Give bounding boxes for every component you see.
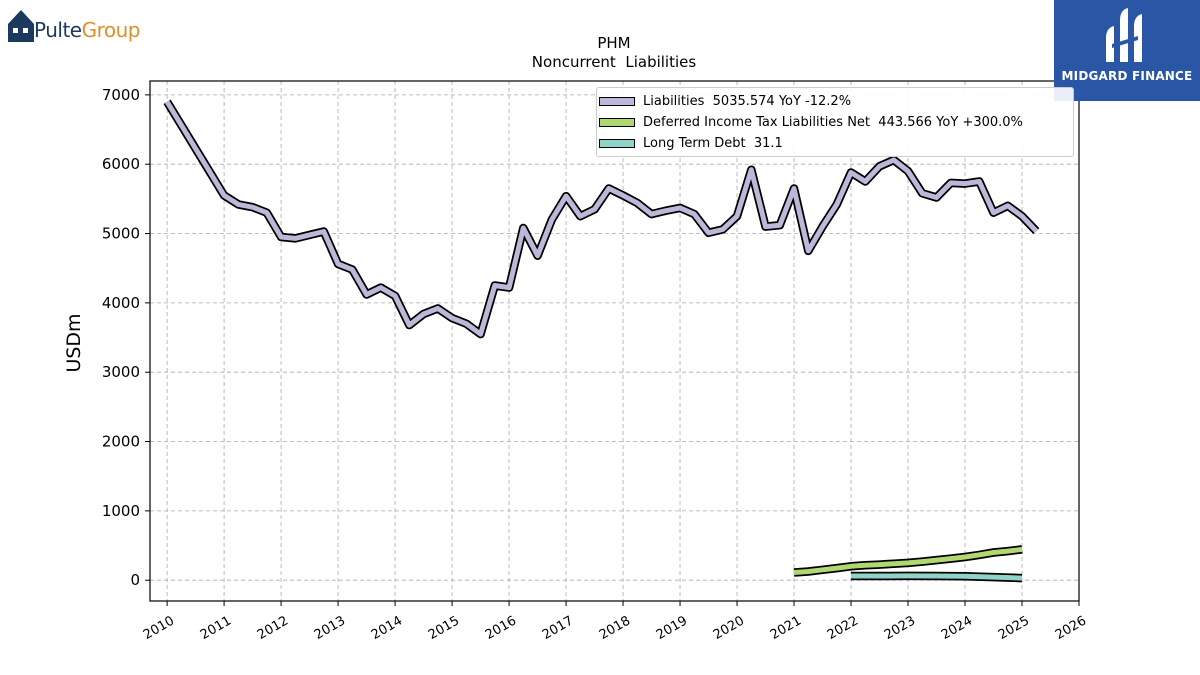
series-layer <box>163 99 1040 583</box>
chart-subtitle: Noncurrent Liabilities <box>532 53 697 71</box>
x-tick-label: 2020 <box>711 613 747 643</box>
legend-swatch <box>599 117 635 127</box>
series-line-1 <box>793 546 1023 575</box>
x-tick-label: 2010 <box>141 613 177 643</box>
legend-swatch <box>599 96 635 106</box>
brand-name: PulteGroup <box>34 18 140 42</box>
series-line-0 <box>164 100 1039 337</box>
legend-label: Deferred Income Tax Liabilities Net 443.… <box>643 114 1023 130</box>
chart-title: PHM <box>597 34 630 52</box>
x-tick-label: 2019 <box>654 613 690 643</box>
x-tick-label: 2013 <box>312 613 348 643</box>
y-tick-label: 0 <box>130 571 140 589</box>
pultegroup-logo: PulteGroup <box>6 6 156 48</box>
x-tick-label: 2017 <box>540 613 576 643</box>
midgard-finance-text: MIDGARD FINANCE <box>1061 69 1193 83</box>
x-tick-label: 2011 <box>198 613 234 643</box>
y-tick-label: 6000 <box>102 155 140 173</box>
y-tick-label: 1000 <box>102 502 140 520</box>
legend-swatch <box>599 138 635 148</box>
x-tick-label: 2015 <box>426 613 462 643</box>
plot-frame <box>149 80 1080 602</box>
y-tick-label: 4000 <box>102 294 140 312</box>
y-tick-label: 2000 <box>102 433 140 451</box>
x-tick-label: 2025 <box>996 613 1032 643</box>
brand-name-pulte: Pulte <box>34 18 82 42</box>
x-tick-label: 2023 <box>882 613 918 643</box>
x-tick-label: 2022 <box>825 613 861 643</box>
legend-label: Liabilities 5035.574 YoY -12.2% <box>643 93 852 109</box>
gridlines <box>150 81 1080 601</box>
x-axis: 2010 2011 2012 2013 2014 2015 2016 2017 2018 2019… <box>141 601 1089 643</box>
x-tick-label: 2012 <box>255 613 291 643</box>
x-tick-label: 2018 <box>597 613 633 643</box>
legend-item: Long Term Debt 31.1 <box>597 134 783 152</box>
x-tick-label: 2014 <box>369 613 405 643</box>
x-tick-label: 2026 <box>1053 613 1089 643</box>
y-axis: 0 1000 2000 3000 4000 5000 6000 7000 <box>102 86 150 589</box>
midgard-emblem-icon <box>1106 8 1142 62</box>
y-tick-label: 5000 <box>102 225 140 243</box>
house-icon <box>8 10 34 42</box>
x-tick-label: 2021 <box>768 613 804 643</box>
y-tick-label: 3000 <box>102 363 140 381</box>
series-line-2 <box>851 573 1023 581</box>
x-tick-label: 2024 <box>939 613 975 643</box>
y-axis-label: USDm <box>63 313 85 372</box>
legend-item: Liabilities 5035.574 YoY -12.2% <box>597 92 851 110</box>
brand-name-group: Group <box>81 18 141 42</box>
legend-item: Deferred Income Tax Liabilities Net 443.… <box>597 113 1023 131</box>
midgard-finance-logo: MIDGARD FINANCE <box>1054 0 1200 101</box>
legend-label: Long Term Debt 31.1 <box>643 135 783 151</box>
y-tick-label: 7000 <box>102 86 140 104</box>
legend: Liabilities 5035.574 YoY -12.2% Deferred … <box>596 87 1074 157</box>
x-tick-label: 2016 <box>483 613 519 643</box>
